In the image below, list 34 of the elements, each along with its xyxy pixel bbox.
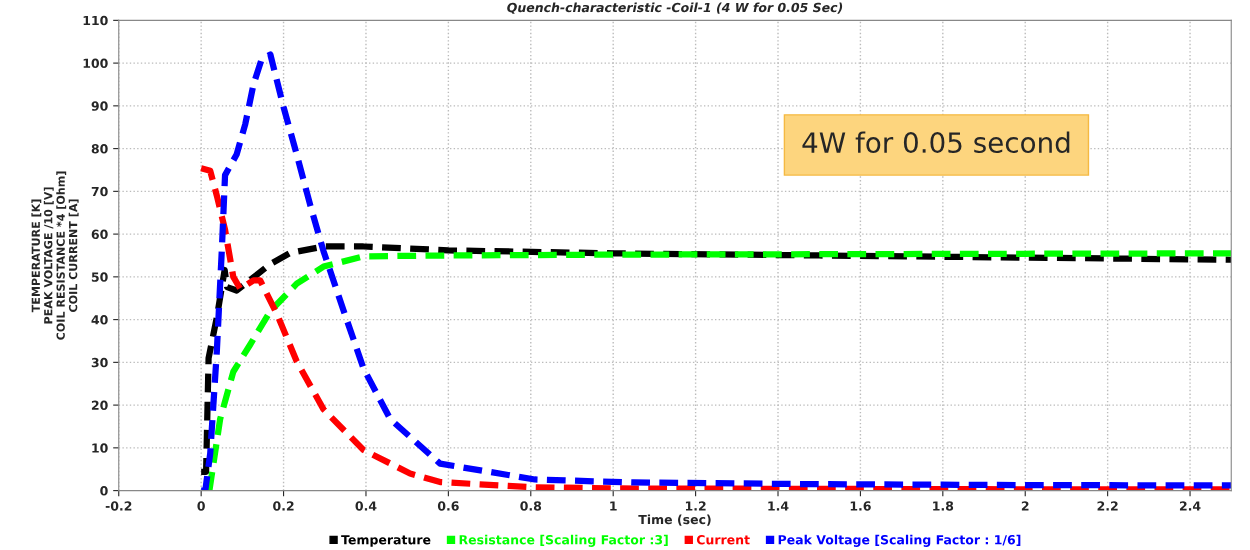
x-axis-title: Time (sec): [638, 514, 711, 526]
y-tick-label: 0: [100, 486, 108, 496]
y-tick-label: 110: [83, 15, 108, 26]
y-tick-label: 50: [91, 272, 108, 282]
y-tick-label: 40: [91, 315, 108, 325]
y-tick-label: 60: [91, 229, 108, 240]
y-tick-label: 100: [83, 58, 108, 69]
y-tick-label: 80: [91, 144, 108, 154]
x-tick-label: 2.4: [1179, 501, 1201, 511]
x-tick-label: 0: [197, 501, 205, 511]
legend-label: Current: [696, 534, 750, 545]
y-tick-label: 70: [91, 186, 108, 197]
legend-label: Peak Voltage [Scaling Factor : 1/6]: [778, 534, 1021, 547]
x-tick-label: 0.6: [437, 501, 459, 511]
y-tick-label: 20: [91, 400, 108, 411]
y-axis-title: TEMPERATURE [K] PEAK VOLTAGE /10 [V] COIL RESISTANCE *4 [Ohm] COIL CURRENT [A]: [31, 171, 79, 340]
x-tick-label: -0.2: [105, 501, 132, 511]
x-tick-label: 2.2: [1097, 501, 1118, 511]
y-tick-label: 10: [92, 443, 108, 453]
legend-label: Temperature: [341, 535, 431, 547]
x-tick-label: 1: [610, 501, 617, 511]
annotation: 4W for 0.05 second: [802, 131, 1070, 154]
y-tick-label: 30: [91, 357, 108, 368]
y-tick-label: 90: [91, 101, 108, 111]
legend-label: Resistance [Scaling Factor :3]: [459, 534, 668, 547]
chart-title: Quench-characteristic -Coil-1 (4 W for 0.05 Sec): [507, 2, 843, 14]
x-tick-label: 1.4: [768, 501, 789, 511]
x-tick-label: 0.8: [520, 501, 542, 511]
x-tick-label: 1.6: [850, 501, 871, 511]
x-tick-label: 0.4: [355, 501, 377, 511]
x-tick-label: 1.8: [933, 501, 954, 511]
x-tick-label: 0.2: [273, 501, 294, 511]
x-tick-label: 2: [1021, 501, 1029, 511]
x-tick-label: 1.2: [685, 501, 706, 511]
